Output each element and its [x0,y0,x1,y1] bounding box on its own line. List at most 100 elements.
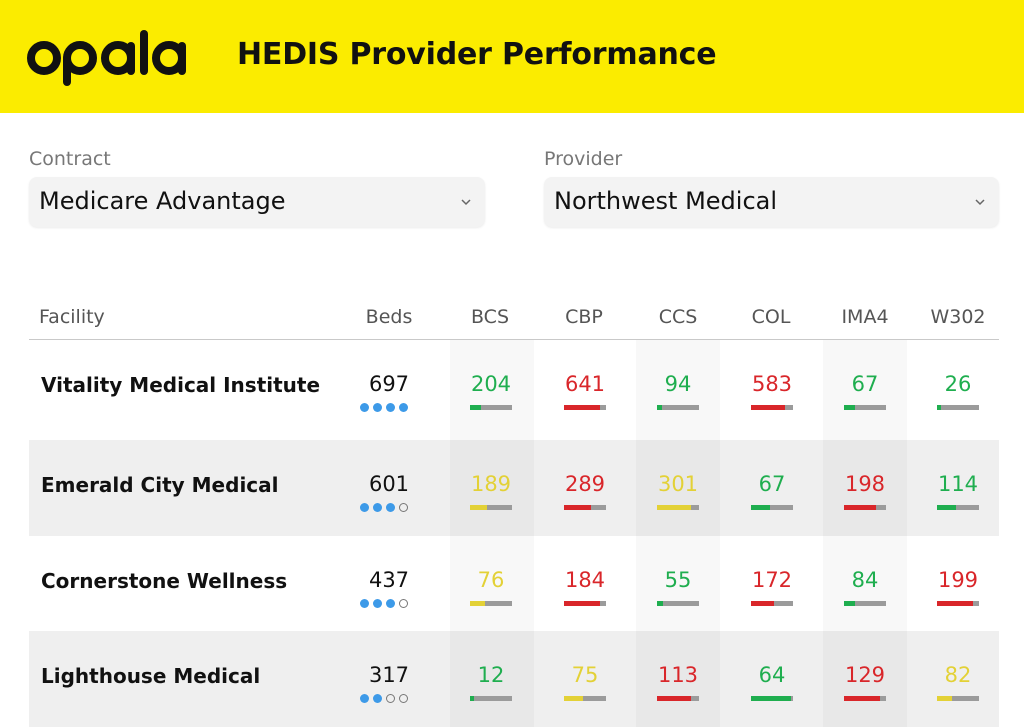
table-row[interactable] [29,440,999,536]
metric-value-cbp[interactable]: 184 [564,568,606,592]
metric-bar [751,601,793,606]
contract-select[interactable]: Medicare Advantage [29,177,485,227]
metric-bar-fill [844,696,880,701]
contract-label: Contract [29,148,111,170]
column-header-facility[interactable]: Facility [39,306,105,328]
facility-name: Emerald City Medical [41,473,279,497]
metric-bar [844,696,886,701]
metric-bar [657,505,699,510]
metric-bar [751,696,793,701]
metric-value-col[interactable]: 67 [758,472,786,496]
metric-value-ccs[interactable]: 94 [664,372,692,396]
header-divider [29,339,999,340]
rating-dot-empty [399,599,408,608]
metric-bar [937,405,979,410]
metric-bar-fill [470,601,485,606]
rating-dots [360,694,408,703]
metric-value-ima4[interactable]: 129 [844,663,886,687]
metric-bar-fill [470,696,474,701]
chevron-down-icon [461,199,471,206]
facility-name: Cornerstone Wellness [41,569,288,593]
metric-bar-fill [564,696,583,701]
metric-bar [937,601,979,606]
beds-count: 317 [368,663,410,687]
facility-name: Lighthouse Medical [41,664,261,688]
metric-value-w302[interactable]: 26 [944,372,972,396]
metric-value-w302[interactable]: 199 [937,568,979,592]
metric-value-ima4[interactable]: 84 [851,568,879,592]
metric-bar-fill [470,505,487,510]
metric-value-ccs[interactable]: 301 [657,472,699,496]
chevron-down-icon [975,199,985,206]
metric-value-ccs[interactable]: 113 [657,663,699,687]
metric-value-ccs[interactable]: 55 [664,568,692,592]
beds-count: 437 [368,568,410,592]
metric-value-cbp[interactable]: 289 [564,472,606,496]
metric-value-bcs[interactable]: 12 [477,663,505,687]
column-header-col[interactable]: COL [751,306,791,328]
metric-bar-fill [751,696,791,701]
metric-value-bcs[interactable]: 76 [477,568,505,592]
metric-bar [844,405,886,410]
metric-bar [657,601,699,606]
metric-bar [751,505,793,510]
metric-bar-fill [937,696,952,701]
metric-bar-fill [657,601,663,606]
rating-dot-empty [399,694,408,703]
rating-dot-filled [386,503,395,512]
metric-bar [564,505,606,510]
metric-bar-fill [844,405,855,410]
table-row[interactable] [29,631,999,727]
rating-dot-filled [360,503,369,512]
column-header-bcs[interactable]: BCS [470,306,510,328]
metric-bar [564,696,606,701]
column-header-w302[interactable]: W302 [930,306,986,328]
page-title: HEDIS Provider Performance [237,37,717,72]
facility-name: Vitality Medical Institute [41,373,321,397]
rating-dots [360,599,408,608]
metric-value-ima4[interactable]: 198 [844,472,886,496]
metric-value-col[interactable]: 64 [758,663,786,687]
rating-dot-filled [399,403,408,412]
metric-bar [657,405,699,410]
provider-label: Provider [544,148,623,170]
metric-bar [844,505,886,510]
metric-bar-fill [751,601,774,606]
metric-bar-fill [657,696,691,701]
rating-dot-empty [399,503,408,512]
metric-bar [844,601,886,606]
metric-value-col[interactable]: 583 [751,372,793,396]
metric-bar [470,505,512,510]
metric-value-cbp[interactable]: 641 [564,372,606,396]
metric-value-w302[interactable]: 82 [944,663,972,687]
metric-bar-fill [937,405,941,410]
metric-value-col[interactable]: 172 [751,568,793,592]
metric-value-ima4[interactable]: 67 [851,372,879,396]
metric-bar [564,405,606,410]
column-header-ccs[interactable]: CCS [658,306,698,328]
metric-value-bcs[interactable]: 189 [470,472,512,496]
provider-select[interactable]: Northwest Medical [544,177,999,227]
column-header-cbp[interactable]: CBP [565,306,603,328]
rating-dot-filled [386,403,395,412]
metric-bar-fill [657,505,691,510]
beds-count: 601 [368,472,410,496]
metric-value-w302[interactable]: 114 [937,472,979,496]
metric-bar-fill [657,405,662,410]
metric-bar [470,601,512,606]
column-header-beds[interactable]: Beds [365,306,413,328]
metric-bar-fill [564,601,600,606]
rating-dots [360,403,408,412]
metric-bar-fill [844,505,876,510]
column-header-ima4[interactable]: IMA4 [841,306,889,328]
metric-bar-fill [564,505,591,510]
metric-bar [937,505,979,510]
metric-bar [937,696,979,701]
metric-value-cbp[interactable]: 75 [571,663,599,687]
metric-bar [751,405,793,410]
metric-bar-fill [751,505,770,510]
contract-select-value: Medicare Advantage [39,187,286,215]
metric-value-bcs[interactable]: 204 [470,372,512,396]
beds-count: 697 [368,372,410,396]
metric-bar-fill [470,405,481,410]
